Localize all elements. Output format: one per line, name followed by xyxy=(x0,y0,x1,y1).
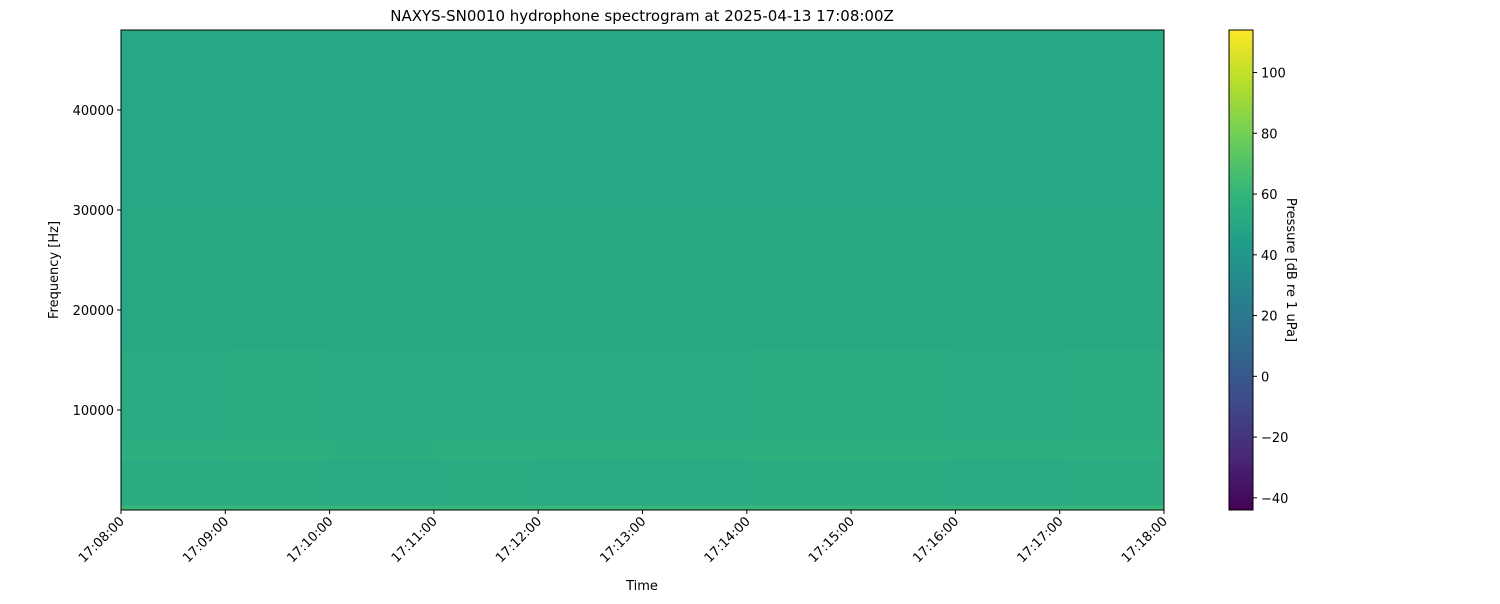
heatmap-cell xyxy=(538,460,643,506)
heatmap-cell xyxy=(642,460,748,506)
x-tick-label: 17:10:00 xyxy=(285,514,337,566)
heatmap-cell xyxy=(225,505,331,511)
heatmap-cell xyxy=(329,210,435,351)
y-tick-label: 10000 xyxy=(73,404,114,419)
heatmap-cell xyxy=(121,460,226,506)
heatmap-cell xyxy=(746,460,852,506)
heatmap-cell xyxy=(1059,505,1165,511)
x-tick-label: 17:13:00 xyxy=(597,514,649,566)
heatmap-cell xyxy=(433,350,539,441)
heatmap-cell xyxy=(329,350,435,441)
x-tick-label: 17:11:00 xyxy=(389,514,441,566)
x-tick-label: 17:16:00 xyxy=(910,514,962,566)
colorbar-tick-label: 20 xyxy=(1261,310,1278,325)
heatmap-cell xyxy=(225,30,331,211)
heatmap-cell xyxy=(642,30,748,211)
heatmap-cell xyxy=(955,350,1061,441)
colorbar-tick-label: 0 xyxy=(1261,370,1269,385)
heatmap-cell xyxy=(642,350,748,441)
x-axis: 17:08:00 17:09:00 17:10:00 17:11:00 17:12:00… xyxy=(76,510,1171,566)
heatmap-cell xyxy=(746,30,852,211)
heatmap-cell xyxy=(1059,210,1165,351)
x-tick-label: 17:12:00 xyxy=(493,514,545,566)
y-tick-label: 30000 xyxy=(73,204,114,219)
x-axis-label: Time xyxy=(625,579,658,594)
heatmap-cell xyxy=(433,505,539,511)
heatmap-cell xyxy=(538,350,643,441)
colorbar-tick-label: 60 xyxy=(1261,188,1278,203)
heatmap-cell xyxy=(433,30,539,211)
colorbar-tick-label: −40 xyxy=(1261,492,1288,507)
y-axis-label: Frequency [Hz] xyxy=(47,221,62,319)
heatmap-cell xyxy=(225,440,331,461)
heatmap-cell xyxy=(225,460,331,506)
colorbar-tick-label: 100 xyxy=(1261,67,1286,82)
heatmap-cell xyxy=(538,505,643,511)
heatmap-cell xyxy=(329,440,435,461)
heatmap-cell xyxy=(851,350,956,441)
heatmap-cell xyxy=(955,460,1061,506)
heatmap-cell xyxy=(642,440,748,461)
heatmap-cell xyxy=(955,505,1061,511)
chart-title: NAXYS-SN0010 hydrophone spectrogram at 2… xyxy=(390,7,894,25)
colorbar-tick-label: −20 xyxy=(1261,431,1288,446)
heatmap-cell xyxy=(1059,350,1165,441)
heatmap-cell xyxy=(746,440,852,461)
heatmap-cell xyxy=(329,30,435,211)
heatmap-cell xyxy=(121,440,226,461)
x-tick-label: 17:18:00 xyxy=(1119,514,1171,566)
heatmap-cell xyxy=(225,210,331,351)
heatmap-cell xyxy=(746,350,852,441)
heatmap-cell xyxy=(746,210,852,351)
heatmap-cell xyxy=(225,350,331,441)
heatmap-cell xyxy=(642,505,748,511)
y-tick-label: 20000 xyxy=(73,304,114,319)
colorbar-tick-label: 40 xyxy=(1261,249,1278,264)
heatmap-cell xyxy=(642,210,748,351)
heatmap-cell xyxy=(121,30,226,211)
heatmap-cell xyxy=(121,505,226,511)
colorbar-tick-label: 80 xyxy=(1261,127,1278,142)
x-tick-label: 17:09:00 xyxy=(180,514,232,566)
heatmap-cell xyxy=(851,210,956,351)
heatmap-cell xyxy=(433,440,539,461)
colorbar-axis: −40 −20 0 20 40 60 80 100 xyxy=(1253,67,1288,507)
heatmap-cell xyxy=(955,440,1061,461)
y-axis: 10000 20000 30000 40000 xyxy=(73,104,121,419)
x-tick-label: 17:14:00 xyxy=(702,514,754,566)
heatmap-cell xyxy=(746,505,852,511)
heatmap-cell xyxy=(955,30,1061,211)
colorbar xyxy=(1228,29,1254,511)
y-tick-label: 40000 xyxy=(73,104,114,119)
heatmap-cell xyxy=(329,460,435,506)
heatmap-cell xyxy=(1059,30,1165,211)
heatmap-cell xyxy=(1059,440,1165,461)
heatmap-cell xyxy=(121,210,226,351)
heatmap-cell xyxy=(955,210,1061,351)
heatmap-cell xyxy=(851,460,956,506)
heatmap-cell xyxy=(851,30,956,211)
heatmap-cells xyxy=(121,30,1165,511)
heatmap-cell xyxy=(1059,460,1165,506)
heatmap-cell xyxy=(538,30,643,211)
heatmap-cell xyxy=(851,440,956,461)
heatmap-cell xyxy=(538,210,643,351)
x-tick-label: 17:08:00 xyxy=(76,514,128,566)
heatmap-cell xyxy=(121,350,226,441)
heatmap-cell xyxy=(433,210,539,351)
colorbar-label: Pressure [dB re 1 uPa] xyxy=(1283,198,1298,342)
x-tick-label: 17:15:00 xyxy=(806,514,858,566)
heatmap-cell xyxy=(433,460,539,506)
heatmap-cell xyxy=(851,505,956,511)
heatmap-cell xyxy=(538,440,643,461)
x-tick-label: 17:17:00 xyxy=(1015,514,1067,566)
heatmap-cell xyxy=(329,505,435,511)
